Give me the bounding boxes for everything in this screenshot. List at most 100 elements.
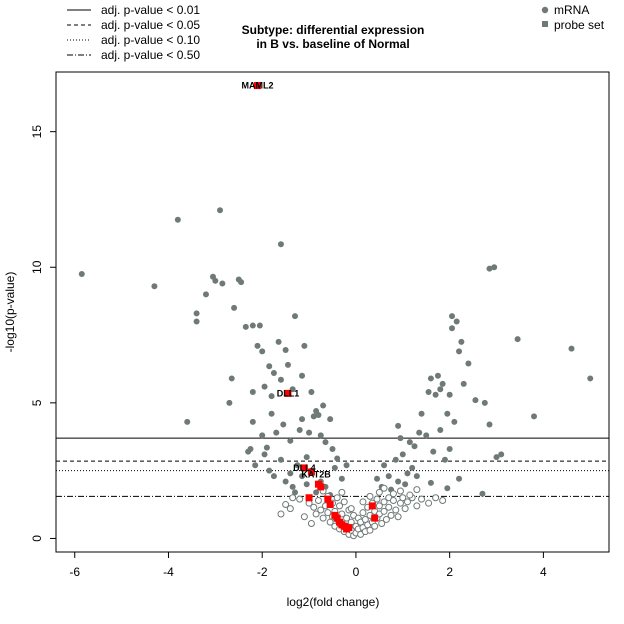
mrna-point <box>395 478 402 485</box>
mrna-point <box>329 445 336 452</box>
probe-set-point <box>371 514 379 522</box>
probe-set-point <box>326 501 334 509</box>
marker-legend: mRNA probe set <box>541 3 605 32</box>
mrna-point <box>306 429 313 436</box>
mrna-point <box>493 454 500 461</box>
mrna-point <box>381 462 388 469</box>
mrna-point-ns <box>432 494 440 502</box>
probe-set-point <box>300 464 308 472</box>
mrna-point-ns <box>347 505 355 513</box>
data-points <box>78 82 594 540</box>
mrna-point-ns <box>373 495 381 503</box>
mrna-point-ns <box>413 502 421 510</box>
mrna-point-ns <box>389 490 397 498</box>
mrna-point-ns <box>286 505 294 513</box>
legend-label-p050: adj. p-value < 0.50 <box>101 48 200 62</box>
mrna-point-ns <box>289 494 297 502</box>
mrna-point-ns <box>296 495 304 503</box>
x-tick-label: 2 <box>446 565 453 579</box>
mrna-point <box>374 475 381 482</box>
mrna-point <box>277 241 284 248</box>
mrna-point <box>270 370 277 377</box>
mrna-point-ns <box>282 501 290 509</box>
mrna-point <box>287 470 294 477</box>
mrna-point <box>437 426 444 433</box>
mrna-point-ns <box>312 510 320 518</box>
axis-ticks: -6 -4 -2 0 2 4 0 5 10 15 <box>30 125 547 579</box>
threshold-legend: adj. p-value < 0.01 adj. p-value < 0.05 … <box>67 3 200 62</box>
mrna-point-ns <box>389 496 397 504</box>
chart-title-line-2: in B vs. baseline of Normal <box>256 37 409 51</box>
mrna-point-ns <box>378 520 386 528</box>
probe-set-point <box>368 502 376 510</box>
mrna-point <box>587 375 594 382</box>
mrna-point <box>266 363 273 370</box>
mrna-point <box>479 490 486 497</box>
mrna-point-ns <box>371 522 379 530</box>
mrna-point <box>343 462 350 469</box>
mrna-point <box>404 470 411 477</box>
legend-label-mrna: mRNA <box>554 3 589 17</box>
mrna-point <box>226 399 233 406</box>
mrna-point <box>259 348 266 355</box>
mrna-point <box>266 467 273 474</box>
mrna-point-ns <box>375 502 383 510</box>
mrna-point <box>456 475 463 482</box>
mrna-point-ns <box>343 514 351 522</box>
mrna-point-ns <box>380 498 388 506</box>
mrna-point <box>301 342 308 349</box>
mrna-point <box>444 410 451 417</box>
probe-set-point <box>284 389 292 397</box>
mrna-point <box>338 475 345 482</box>
probe-set-point <box>324 495 332 503</box>
mrna-point <box>259 432 266 439</box>
mrna-point <box>334 455 341 462</box>
mrna-point <box>399 451 406 458</box>
y-tick-label: 0 <box>30 535 44 542</box>
mrna-point <box>472 397 479 404</box>
gene-label-dll4: DLL4 <box>293 463 316 473</box>
mrna-point <box>313 489 320 496</box>
mrna-point-ns <box>385 503 393 511</box>
mrna-point <box>458 338 465 345</box>
mrna-point <box>217 207 224 214</box>
mrna-point-ns <box>336 502 344 510</box>
mrna-point-ns <box>418 495 426 503</box>
mrna-point <box>294 462 301 469</box>
mrna-point <box>406 439 413 446</box>
mrna-point-ns <box>324 509 332 517</box>
mrna-point-ns <box>300 513 308 521</box>
mrna-point-ns <box>366 526 374 534</box>
gene-label-maml2: MAML2 <box>242 81 274 91</box>
mrna-point <box>254 342 261 349</box>
mrna-point-ns <box>394 513 402 521</box>
gene-label-dll1: DLL1 <box>277 388 300 398</box>
mrna-point <box>317 432 324 439</box>
gene-label-kat2b: KAT2B <box>301 470 331 480</box>
mrna-point-ns <box>439 496 447 504</box>
mrna-point <box>465 360 472 367</box>
mrna-point-ns <box>310 503 318 511</box>
mrna-point <box>268 410 275 417</box>
x-tick-label: -2 <box>257 565 268 579</box>
mrna-point-ns <box>380 484 388 492</box>
mrna-point-ns <box>375 488 383 496</box>
legend-mrna-marker <box>541 6 549 14</box>
mrna-point <box>460 380 467 387</box>
mrna-point <box>437 386 444 393</box>
probe-set-point <box>307 468 315 476</box>
mrna-point <box>263 444 270 451</box>
mrna-point <box>256 322 263 329</box>
mrna-point-ns <box>406 491 414 499</box>
mrna-point <box>385 473 392 480</box>
mrna-point <box>282 346 289 353</box>
mrna-point <box>441 456 448 463</box>
mrna-point <box>78 271 85 278</box>
mrna-point <box>486 265 493 272</box>
mrna-point-ns <box>382 515 390 523</box>
mrna-point <box>427 375 434 382</box>
x-tick-label: 0 <box>353 565 360 579</box>
mrna-point <box>292 489 299 496</box>
mrna-point <box>434 372 441 379</box>
